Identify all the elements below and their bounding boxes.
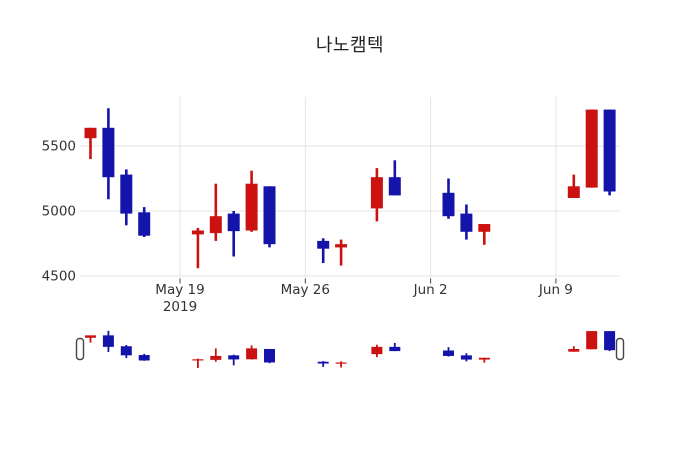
x-tick-label: May 26 [281, 282, 330, 298]
candles-layer [84, 108, 616, 269]
rangeslider-candle-2019-05-30 [371, 344, 383, 358]
x-tick-sublabel: 2019 [163, 299, 197, 315]
candle-body[interactable] [442, 192, 455, 217]
candle-body[interactable] [567, 186, 580, 198]
rangeslider-candle-2019-06-04 [460, 353, 472, 362]
candle-body[interactable] [227, 213, 240, 232]
rangeslider-candle-body [246, 348, 258, 360]
rangeslider-candle-2019-06-11 [586, 331, 598, 350]
gridlines-layer [80, 97, 620, 278]
chart-title: 나노캠텍 [315, 35, 385, 56]
candle-2019-05-21[interactable] [209, 183, 222, 241]
y-tick-label: 5500 [42, 139, 76, 155]
rangeslider-candle-body [478, 357, 490, 360]
rangeslider-candle-2019-05-23 [246, 345, 258, 360]
candle-2019-05-23[interactable] [245, 170, 258, 232]
candle-body[interactable] [370, 177, 383, 209]
rangeslider-candle-2019-05-27 [317, 361, 329, 367]
rangeslider-candle-body [371, 346, 383, 355]
candle-body[interactable] [102, 127, 115, 178]
x-tick-label: Jun 2 [413, 282, 448, 298]
candle-body[interactable] [603, 109, 616, 192]
candle-2019-05-27[interactable] [317, 238, 330, 263]
rangeslider-candle-body [568, 348, 580, 352]
rangeslider-candle-body [102, 335, 114, 347]
rangeslider-candle-2019-05-16 [120, 345, 132, 359]
rangeslider-candle-2019-05-31 [389, 342, 401, 352]
rangeslider-candle-2019-05-14 [85, 335, 96, 343]
y-tick-label: 4500 [42, 269, 76, 285]
candle-body[interactable] [263, 186, 276, 245]
rangeslider-candle-2019-06-03 [443, 347, 454, 357]
rangeslider-candle-body [85, 335, 96, 338]
candle-body[interactable] [120, 174, 133, 214]
rangeslider-candle-2019-05-24 [264, 348, 275, 364]
rangeslider-candle-2019-05-22 [228, 354, 240, 366]
rangeslider-candle-2019-05-17 [138, 353, 150, 361]
candle-body[interactable] [245, 183, 258, 231]
rangeslider-track[interactable] [76, 328, 624, 371]
rangeslider-candle-body [210, 355, 222, 360]
rangeslider-candle-2019-05-15 [102, 330, 114, 353]
candle-2019-05-20[interactable] [191, 227, 204, 269]
rangeslider-candle-2019-05-20 [192, 358, 204, 369]
rangeslider-handle-left[interactable] [75, 337, 85, 361]
candle-2019-05-15[interactable] [102, 108, 115, 200]
rangeslider-candle-2019-06-10 [568, 346, 580, 352]
rangeslider-candle-body [335, 362, 347, 364]
y-axis-labels: 4500 5000 5500 [42, 139, 76, 285]
rangeslider[interactable] [75, 328, 625, 371]
candle-body[interactable] [317, 240, 330, 249]
rangeslider-candle-body [120, 346, 132, 356]
candle-2019-05-28[interactable] [335, 239, 348, 266]
candle-2019-05-16[interactable] [120, 169, 133, 226]
candle-2019-06-05[interactable] [478, 224, 491, 245]
rangeslider-candle-body [317, 361, 329, 364]
rangeslider-candle-body [264, 348, 275, 363]
candle-2019-05-22[interactable] [227, 211, 240, 257]
candle-2019-06-03[interactable] [442, 178, 455, 219]
candle-body[interactable] [388, 177, 401, 196]
y-tick-label: 5000 [42, 204, 76, 220]
candle-body[interactable] [335, 244, 348, 248]
rangeslider-candle-2019-06-05 [478, 357, 490, 363]
candle-2019-05-17[interactable] [138, 207, 151, 237]
candle-2019-06-12[interactable] [603, 109, 616, 196]
rangeslider-candle-body [389, 346, 401, 352]
candle-2019-06-11[interactable] [585, 109, 598, 188]
x-tick-label: May 19 [155, 282, 204, 298]
candle-2019-06-10[interactable] [567, 174, 580, 198]
candle-body[interactable] [585, 109, 598, 188]
candle-2019-05-24[interactable] [263, 186, 276, 248]
rangeslider-candle-body [604, 331, 616, 351]
candle-2019-05-31[interactable] [388, 160, 401, 196]
candle-2019-05-14[interactable] [84, 127, 97, 159]
rangeslider-candle-2019-05-28 [335, 361, 347, 368]
candle-body[interactable] [460, 213, 473, 232]
rangeslider-handle-right[interactable] [615, 337, 625, 361]
rangeslider-candle-body [228, 355, 240, 360]
candle-body[interactable] [84, 127, 97, 139]
candle-body[interactable] [209, 216, 222, 234]
candle-2019-05-30[interactable] [370, 168, 383, 222]
candle-body[interactable] [478, 224, 491, 232]
candle-2019-06-04[interactable] [460, 204, 473, 240]
candle-body[interactable] [191, 230, 204, 235]
rangeslider-candle-2019-06-12 [604, 331, 616, 352]
x-tick-label: Jun 9 [538, 282, 573, 298]
rangeslider-candle-2019-05-21 [210, 348, 222, 362]
rangeslider-candle-body [192, 359, 204, 361]
rangeslider-candle-body [443, 350, 454, 356]
rangeslider-candle-body [138, 355, 150, 361]
candle-body[interactable] [138, 212, 151, 236]
rangeslider-candle-body [586, 331, 598, 350]
rangeslider-candle-body [460, 355, 472, 360]
